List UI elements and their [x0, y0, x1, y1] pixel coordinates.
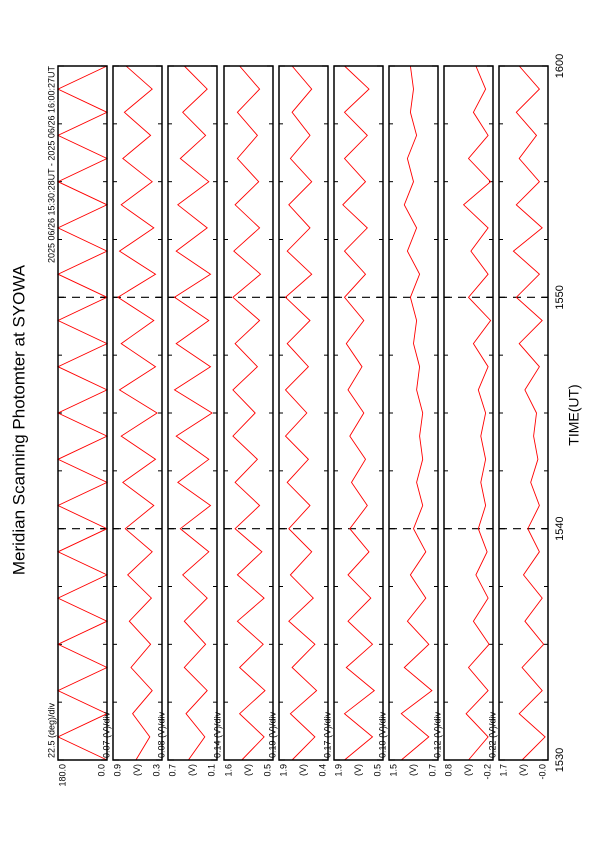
x-axis-label: TIME(UT) — [566, 384, 582, 445]
scale-label: 0.08 (V)/div — [156, 711, 166, 758]
scale-label: 0.07 (V)/div — [101, 711, 111, 758]
x-tick-label: 1530 — [554, 748, 566, 772]
y-unit: (V) — [518, 764, 528, 776]
panel-frame — [498, 65, 549, 761]
panel-frame — [443, 65, 494, 761]
signal-line — [117, 65, 158, 761]
panel-frame — [388, 65, 439, 761]
y-tick-label: 180.0 — [57, 764, 67, 787]
y-tick-label: 0.7 — [427, 764, 437, 777]
scale-label: 22.5 (deg)/div — [46, 702, 56, 758]
y-tick-label: -0.0 — [537, 764, 547, 780]
y-unit: (V) — [353, 764, 363, 776]
y-tick-label: 1.9 — [278, 764, 288, 777]
signal-line — [232, 65, 266, 761]
x-tick-label: 1550 — [554, 285, 566, 309]
scale-label: 0.22 (V)/div — [487, 711, 497, 758]
y-unit: (V) — [463, 764, 473, 776]
x-tick-label: 1600 — [554, 54, 566, 78]
y-unit: (V) — [132, 764, 142, 776]
scale-label: 0.10 (V)/div — [377, 711, 387, 758]
y-unit: (V) — [298, 764, 308, 776]
y-tick-label: 0.5 — [372, 764, 382, 777]
y-tick-label: -0.2 — [482, 764, 492, 780]
title: Meridian Scanning Photomter at SYOWA — [9, 264, 28, 575]
y-tick-label: 1.6 — [223, 764, 233, 777]
panel-frame — [112, 65, 163, 761]
y-tick-label: 0.0 — [96, 764, 106, 777]
signal-line — [462, 65, 492, 761]
panel-frame — [278, 65, 329, 761]
scale-label: 0.19 (V)/div — [267, 711, 277, 758]
y-tick-label: 1.9 — [333, 764, 343, 777]
signal-line — [284, 65, 318, 761]
scale-label: 0.12 (V)/div — [432, 711, 442, 758]
signal-line — [173, 65, 213, 761]
panel-frame — [333, 65, 384, 761]
signal-line — [342, 65, 376, 761]
signal-line — [400, 65, 433, 761]
y-tick-label: 1.7 — [498, 764, 508, 777]
y-tick-label: 0.9 — [112, 764, 122, 777]
y-tick-label: 0.5 — [262, 764, 272, 777]
scale-label: 0.17 (V)/div — [322, 711, 332, 758]
x-tick-label: 1540 — [554, 516, 566, 540]
y-unit: (V) — [408, 764, 418, 776]
y-unit: (V) — [243, 764, 253, 776]
y-tick-label: 0.1 — [206, 764, 216, 777]
y-tick-label: 0.7 — [167, 764, 177, 777]
y-tick-label: 1.5 — [388, 764, 398, 777]
y-unit: (V) — [187, 764, 197, 776]
time-range: 2025 06/26 15:30:28UT - 2025 06/26 16:00… — [46, 66, 56, 263]
panel-frame — [223, 65, 274, 761]
rotated-plot: Meridian Scanning Photomter at SYOWA 202… — [9, 54, 581, 787]
y-tick-label: 0.4 — [317, 764, 327, 777]
y-tick-label: 0.3 — [151, 764, 161, 777]
panel-frame — [167, 65, 218, 761]
signal-line — [512, 65, 546, 761]
scale-label: 0.14 (V)/div — [212, 711, 222, 758]
panel-frame — [57, 65, 108, 761]
y-tick-label: 0.8 — [443, 764, 453, 777]
